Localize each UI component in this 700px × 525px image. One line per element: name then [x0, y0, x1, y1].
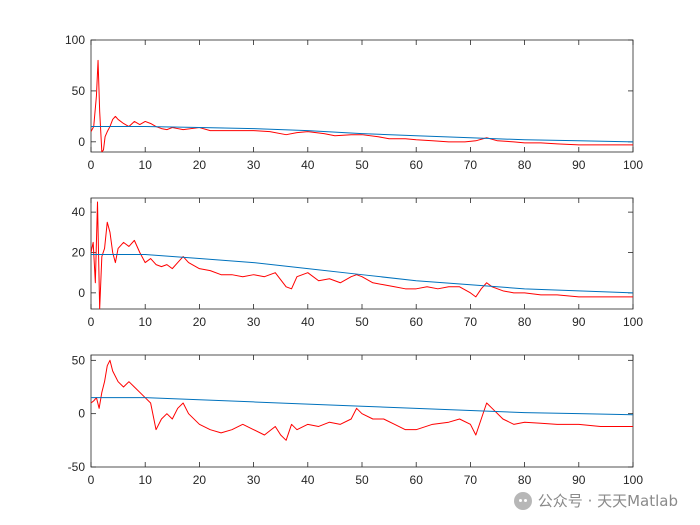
- trend-line: [91, 397, 633, 416]
- x-tick-label: 80: [518, 315, 532, 329]
- x-tick-label: 80: [518, 473, 532, 487]
- x-tick-label: 10: [139, 315, 153, 329]
- trend-line: [91, 254, 633, 294]
- x-tick-label: 40: [301, 473, 315, 487]
- x-tick-label: 80: [518, 158, 532, 172]
- x-tick-label: 50: [355, 473, 369, 487]
- y-tick-label: 0: [78, 286, 85, 300]
- x-tick-label: 50: [355, 315, 369, 329]
- x-tick-label: 60: [410, 158, 424, 172]
- y-tick-label: 40: [72, 205, 86, 219]
- x-tick-label: 100: [623, 473, 643, 487]
- x-tick-label: 30: [247, 473, 261, 487]
- x-tick-label: 70: [464, 315, 478, 329]
- axes-box: [90, 39, 634, 153]
- x-tick-label: 90: [572, 315, 586, 329]
- x-tick-label: 60: [410, 473, 424, 487]
- x-tick-label: 0: [88, 158, 95, 172]
- x-tick-label: 70: [464, 158, 478, 172]
- x-tick-label: 40: [301, 158, 315, 172]
- x-tick-label: 20: [193, 315, 207, 329]
- x-tick-label: 70: [464, 473, 478, 487]
- x-tick-label: 100: [623, 315, 643, 329]
- subplot-1: 0 10 20 30 40 50 60 70 80 90 100 0 50 100: [65, 33, 643, 172]
- x-tick-label: 10: [139, 473, 153, 487]
- x-tick-label: 0: [88, 315, 95, 329]
- trend-line: [91, 126, 633, 143]
- x-tick-label: 20: [193, 473, 207, 487]
- y-tick-label: 20: [72, 245, 86, 259]
- x-tick-label: 90: [572, 158, 586, 172]
- y-tick-label: -50: [68, 460, 86, 474]
- axes-box: [90, 197, 634, 310]
- subplot-2: 0 10 20 30 40 50 60 70 80 90 100 0 20 40: [72, 197, 643, 329]
- signal-line: [91, 201, 633, 309]
- y-tick-label: 0: [78, 407, 85, 421]
- x-tick-label: 10: [139, 158, 153, 172]
- watermark: 公众号 · 天天Matlab: [513, 490, 678, 511]
- x-tick-label: 20: [193, 158, 207, 172]
- y-tick-label: 100: [65, 33, 85, 47]
- x-tick-label: 90: [572, 473, 586, 487]
- x-tick-label: 0: [88, 473, 95, 487]
- y-tick-label: 50: [72, 353, 86, 367]
- y-tick-label: 0: [78, 135, 85, 149]
- x-tick-label: 60: [410, 315, 424, 329]
- watermark-text: 公众号 · 天天Matlab: [537, 492, 678, 510]
- x-tick-label: 40: [301, 315, 315, 329]
- wechat-icon: [513, 491, 532, 510]
- x-tick-label: 100: [623, 158, 643, 172]
- x-tick-label: 50: [355, 158, 369, 172]
- axes-box: [90, 354, 634, 468]
- y-tick-label: 50: [72, 84, 86, 98]
- x-tick-label: 30: [247, 158, 261, 172]
- x-tick-label: 30: [247, 315, 261, 329]
